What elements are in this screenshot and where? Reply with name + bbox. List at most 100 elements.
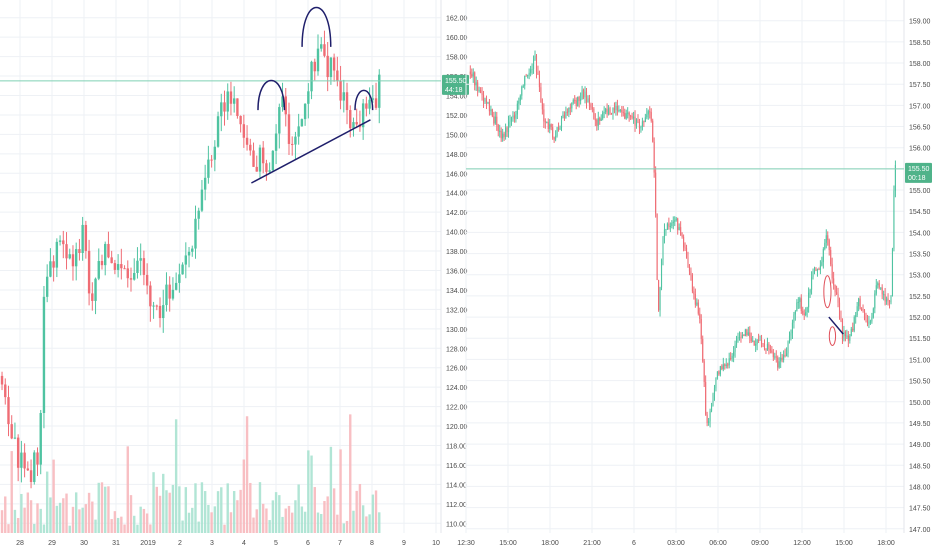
candle-body bbox=[870, 321, 871, 322]
volume-bar bbox=[178, 486, 180, 533]
volume-bar bbox=[123, 525, 125, 533]
volume-bar bbox=[94, 520, 96, 533]
candle-body bbox=[648, 111, 649, 114]
candle-body bbox=[584, 92, 585, 98]
pattern-arc[interactable] bbox=[302, 8, 331, 47]
candle-body bbox=[110, 257, 112, 263]
volume-bar bbox=[317, 513, 319, 533]
volume-bar bbox=[133, 516, 135, 533]
candle-body bbox=[880, 287, 881, 288]
candle-body bbox=[198, 211, 200, 219]
candle-body bbox=[721, 366, 722, 369]
candle-body bbox=[620, 110, 621, 111]
candle-body bbox=[767, 344, 768, 351]
volume-bar bbox=[165, 490, 167, 533]
left-y-tick-label: 134.00 bbox=[446, 288, 468, 295]
left-y-tick-label: 144.00 bbox=[446, 191, 468, 198]
candle-body bbox=[262, 148, 264, 164]
candle-body bbox=[256, 167, 258, 172]
highlight-ellipse[interactable] bbox=[829, 327, 835, 346]
candle-body bbox=[621, 110, 622, 112]
candle-body bbox=[707, 415, 708, 423]
candle-body bbox=[204, 178, 206, 190]
candle-body bbox=[651, 112, 652, 121]
left-x-tick-label: 29 bbox=[48, 540, 56, 547]
left-y-tick-label: 118.00 bbox=[446, 444, 467, 451]
volume-bar bbox=[239, 490, 241, 533]
candle-body bbox=[833, 278, 834, 285]
candle-body bbox=[771, 350, 772, 352]
candle-body bbox=[136, 261, 138, 273]
candle-body bbox=[799, 298, 800, 302]
candle-body bbox=[711, 406, 712, 411]
candle-body bbox=[49, 261, 51, 276]
volume-bar bbox=[333, 488, 335, 533]
countdown-label: 44:18 bbox=[445, 87, 463, 94]
candle-body bbox=[548, 122, 549, 129]
candle-body bbox=[779, 361, 780, 367]
volume-bar bbox=[314, 487, 316, 533]
candle-body bbox=[873, 308, 874, 317]
candle-body bbox=[483, 95, 484, 101]
candle-body bbox=[558, 127, 559, 130]
candle-body bbox=[762, 343, 763, 344]
candle-body bbox=[520, 96, 521, 101]
candle-body bbox=[75, 249, 77, 266]
candle-body bbox=[304, 104, 306, 119]
candle-body bbox=[858, 299, 859, 307]
candle-body bbox=[777, 358, 778, 368]
candle-body bbox=[820, 266, 821, 270]
right-x-tick-label: 06:00 bbox=[709, 540, 727, 547]
candle-body bbox=[20, 453, 22, 468]
right-y-tick-label: 149.00 bbox=[909, 442, 931, 449]
highlight-ellipse[interactable] bbox=[824, 276, 831, 308]
right-y-tick-label: 150.00 bbox=[909, 400, 931, 407]
candle-body bbox=[874, 294, 875, 309]
candle-body bbox=[81, 225, 83, 253]
volume-bar bbox=[117, 518, 119, 533]
candle-body bbox=[661, 260, 662, 287]
candle-body bbox=[598, 118, 599, 126]
volume-bar bbox=[46, 472, 48, 533]
candle-body bbox=[530, 69, 531, 72]
candle-body bbox=[604, 112, 605, 113]
volume-bar bbox=[130, 495, 132, 533]
candle-body bbox=[812, 271, 813, 277]
left-x-tick-label: 2019 bbox=[140, 540, 156, 547]
volume-bar bbox=[217, 491, 219, 533]
volume-bar bbox=[40, 509, 42, 533]
volume-bar bbox=[310, 456, 312, 533]
candle-body bbox=[333, 57, 335, 70]
candle-body bbox=[748, 332, 749, 335]
left-x-tick-label: 5 bbox=[274, 540, 278, 547]
volume-bar bbox=[297, 484, 299, 533]
right-chart-panel[interactable]: 147.00147.50148.00148.50149.00149.50150.… bbox=[457, 0, 932, 547]
candle-body bbox=[486, 98, 487, 103]
right-y-axis[interactable]: 147.00147.50148.00148.50149.00149.50150.… bbox=[909, 19, 931, 534]
candle-body bbox=[705, 382, 706, 415]
left-chart-panel[interactable]: 110.00112.00114.00116.00118.00120.00122.… bbox=[0, 0, 469, 547]
candle-body bbox=[646, 114, 647, 117]
candle-body bbox=[712, 394, 713, 405]
candle-body bbox=[792, 323, 793, 334]
candle-body bbox=[829, 240, 830, 250]
right-y-tick-label: 158.50 bbox=[909, 40, 931, 47]
candle-body bbox=[692, 275, 693, 291]
candle-body bbox=[214, 147, 216, 160]
volume-bar bbox=[265, 509, 267, 533]
candle-body bbox=[375, 98, 377, 108]
candle-body bbox=[837, 294, 838, 303]
volume-bar bbox=[1, 510, 3, 533]
candle-body bbox=[546, 122, 547, 123]
candle-body bbox=[130, 278, 132, 279]
candle-body bbox=[508, 122, 509, 132]
candle-body bbox=[320, 44, 322, 48]
left-x-tick-label: 9 bbox=[402, 540, 406, 547]
left-y-tick-label: 138.00 bbox=[446, 249, 468, 256]
volume-bar bbox=[259, 482, 261, 533]
volume-bar bbox=[136, 525, 138, 533]
volume-bar bbox=[288, 506, 290, 533]
